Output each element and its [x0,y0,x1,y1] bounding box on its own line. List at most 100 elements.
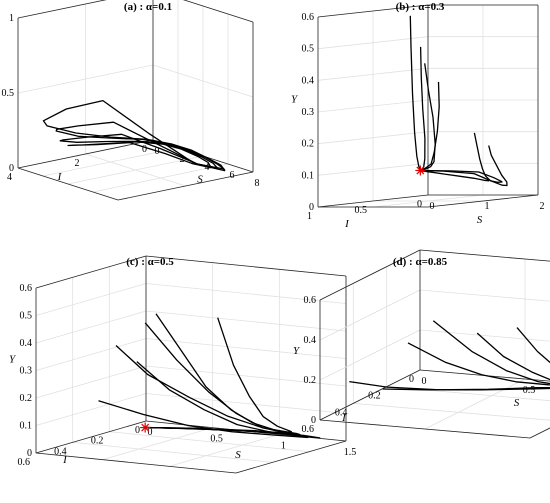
side-gridline [319,329,421,381]
axis-box-edge [17,139,154,169]
axis-box-edge [145,255,347,277]
z-tick-label: 0.3 [20,366,33,377]
axis-box-edge [529,427,550,439]
trajectory-line [407,342,550,386]
z-tick-label: 0.5 [2,88,15,99]
z-tick-label: 1 [9,13,14,24]
floor-gridline [72,441,273,463]
axis-box-edge [35,255,147,289]
side-gridline [35,283,147,316]
trajectory-line [349,380,550,391]
z-axis-label: Y [293,345,301,357]
z-tick-label: 0.6 [304,295,317,306]
back-gridline [152,64,254,98]
y-axis-label: I [344,218,350,230]
y-tick-label: 0.2 [91,436,104,447]
trajectory-line [42,99,226,172]
side-gridline [17,64,154,94]
y-tick-label: 0.5 [355,205,368,216]
z-tick-label: 0.4 [302,75,315,86]
y-tick-label: 0 [417,199,422,210]
x-tick-label: 1 [281,440,286,451]
side-gridline [317,162,429,176]
trajectory-line [420,81,440,172]
axis-box-edge [182,0,254,23]
x-tick-label: 0.5 [523,385,536,396]
trajectory-line [409,15,422,171]
side-gridline [35,365,147,399]
trajectory-line [59,133,219,169]
axis-box-edge [317,194,429,208]
x-axis-label: S [235,449,241,461]
axis-box-edge [319,419,531,439]
trajectory-line [115,345,301,436]
side-gridline [317,99,429,113]
y-tick-label: 2 [75,158,80,169]
x-tick-label: 1.5 [344,447,357,458]
panel-title: (a) : α=0.1 [124,1,172,13]
panel-title: (c) : α=0.5 [126,256,174,268]
axis-box-edge [319,369,421,421]
y-tick-label: 0 [142,144,147,155]
trajectory-line [419,46,426,172]
back-gridline [145,393,347,414]
floor-gridline [109,431,310,453]
y-axis-label: I [341,412,347,424]
panel-title: (b) : α=0.3 [396,1,445,13]
trajectory-line [420,169,490,182]
z-tick-label: 0.4 [304,335,317,346]
y-axis-label: I [62,454,68,466]
star-stroke [141,423,150,432]
z-tick-label: 0 [311,415,316,426]
axis-box-edge [419,249,550,262]
floor-gridline [102,427,213,461]
z-axis-label: Y [9,353,17,365]
axis-box-edge [17,167,119,201]
y-tick-label: 0.4 [54,446,67,457]
axis-box-edge [17,0,107,19]
side-gridline [35,310,147,344]
side-gridline [317,36,429,50]
star-stroke [416,166,425,175]
z-tick-label: 0.3 [302,107,315,118]
y-tick-label: 0 [135,425,140,436]
z-tick-label: 0.5 [302,44,315,55]
equilibrium-star-marker [415,165,426,176]
side-gridline [35,393,147,426]
floor-gridline [85,153,186,187]
floor-gridline [169,433,280,467]
x-tick-label: 4 [205,162,210,173]
equilibrium-star-marker [140,422,151,433]
z-tick-label: 0.6 [20,283,33,294]
z-tick-label: 0.1 [302,170,315,181]
back-gridline [145,365,347,387]
axis-box-edge [117,171,254,201]
x-axis-label: S [514,397,520,409]
z-axis-label: Y [291,94,299,106]
z-tick-label: 0.1 [20,421,33,432]
side-gridline [317,131,429,145]
axis-box-edge [319,249,421,301]
z-tick-label: 0.6 [302,12,315,23]
panel-title: (d) : α=0.85 [393,256,448,268]
axis-box-edge [419,369,550,382]
y-tick-label: 1 [307,211,312,222]
trajectory-line [516,327,550,364]
trajectory-line [432,320,550,385]
z-tick-label: 0.2 [304,375,317,386]
x-tick-label: 0 [422,376,427,387]
x-axis-label: S [197,173,203,185]
side-gridline [319,289,421,341]
trajectory-line [145,317,292,434]
x-tick-label: 8 [255,178,260,189]
x-tick-label: 0.5 [210,434,223,445]
side-gridline [317,67,429,81]
axis-box-edge [35,452,237,474]
y-tick-label: 0.6 [302,424,315,435]
y-axis-label: I [57,171,63,183]
axis-box-edge [235,440,347,474]
y-tick-label: 0 [409,374,414,385]
